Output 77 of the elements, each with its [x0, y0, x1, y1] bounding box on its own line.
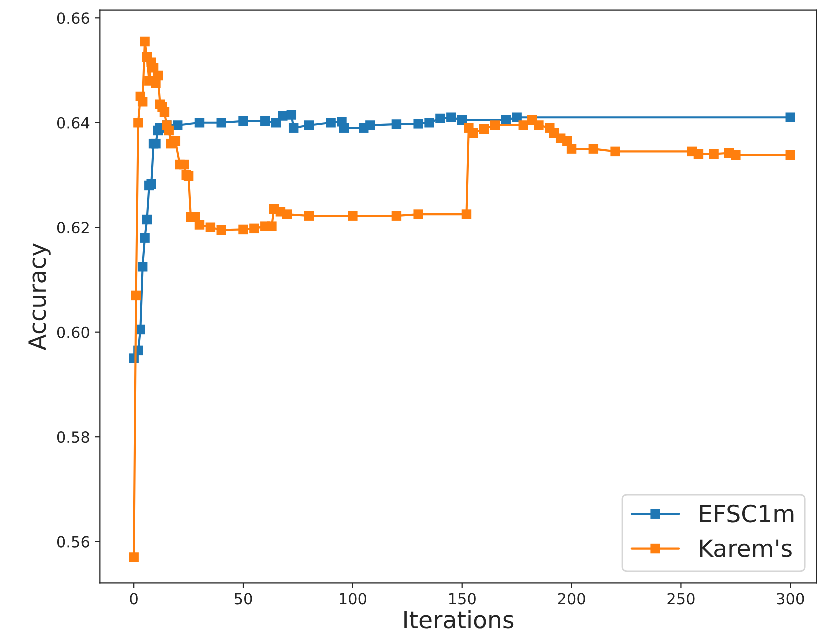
point: [566, 144, 577, 154]
point: [151, 138, 161, 149]
point: [709, 149, 719, 160]
point: [160, 108, 170, 118]
point: [153, 70, 164, 81]
y-tick-label: 0.64: [57, 117, 90, 129]
point: [339, 123, 350, 133]
point: [424, 118, 434, 128]
point: [512, 112, 522, 123]
point: [194, 220, 205, 230]
point: [286, 110, 297, 120]
point: [184, 171, 194, 182]
point: [731, 150, 741, 160]
point: [479, 124, 490, 134]
point: [134, 118, 144, 128]
point: [366, 120, 376, 130]
point: [457, 115, 468, 126]
x-tick-label: 250: [668, 593, 695, 605]
y-tick-label: 0.56: [57, 536, 90, 548]
point: [326, 118, 336, 128]
point: [414, 210, 424, 220]
x-tick-label: 200: [558, 593, 586, 605]
point: [140, 36, 150, 47]
point: [194, 118, 205, 128]
x-tick-label: 50: [234, 593, 252, 605]
point: [446, 112, 456, 123]
point: [436, 114, 446, 124]
point: [267, 222, 277, 232]
legend-label: Karem's: [700, 540, 792, 558]
point: [288, 123, 299, 133]
y-tick-label: 0.62: [57, 222, 89, 234]
point: [786, 150, 796, 160]
point: [206, 222, 216, 232]
point: [131, 290, 142, 301]
point: [138, 262, 148, 272]
point: [164, 126, 174, 136]
point: [304, 211, 314, 221]
point: [588, 144, 599, 154]
point: [501, 115, 511, 126]
point: [260, 116, 270, 126]
point: [180, 160, 190, 170]
point: [462, 210, 472, 220]
point: [172, 120, 183, 130]
y-tick-label: 0.58: [57, 432, 90, 444]
y-axis-title: Accuracy: [28, 244, 51, 350]
y-tick-label: 0.60: [57, 326, 90, 338]
point: [216, 225, 226, 236]
x-tick-label: 0: [130, 593, 138, 605]
point: [250, 224, 260, 234]
x-tick-label: 150: [449, 593, 476, 605]
point: [392, 120, 402, 130]
point: [138, 97, 148, 107]
point: [610, 146, 620, 157]
x-tick-label: 300: [777, 593, 804, 605]
point: [170, 136, 181, 146]
point: [534, 120, 544, 130]
point: [216, 118, 226, 128]
legend-label: EFSC1m: [700, 504, 794, 523]
point: [392, 211, 402, 221]
point: [518, 120, 528, 130]
y-tick-label: 0.66: [57, 12, 90, 24]
point: [278, 111, 288, 121]
point: [282, 210, 292, 220]
x-tick-label: 100: [340, 593, 366, 605]
point: [238, 224, 248, 235]
point: [129, 552, 139, 562]
point: [304, 120, 314, 130]
point: [142, 214, 152, 225]
point: [414, 119, 424, 129]
point: [490, 120, 500, 130]
x-axis-title: Iterations: [404, 610, 514, 629]
point: [468, 128, 478, 138]
point: [238, 116, 248, 126]
point: [786, 112, 796, 123]
point: [140, 233, 150, 243]
point: [348, 211, 358, 221]
point: [694, 149, 704, 160]
